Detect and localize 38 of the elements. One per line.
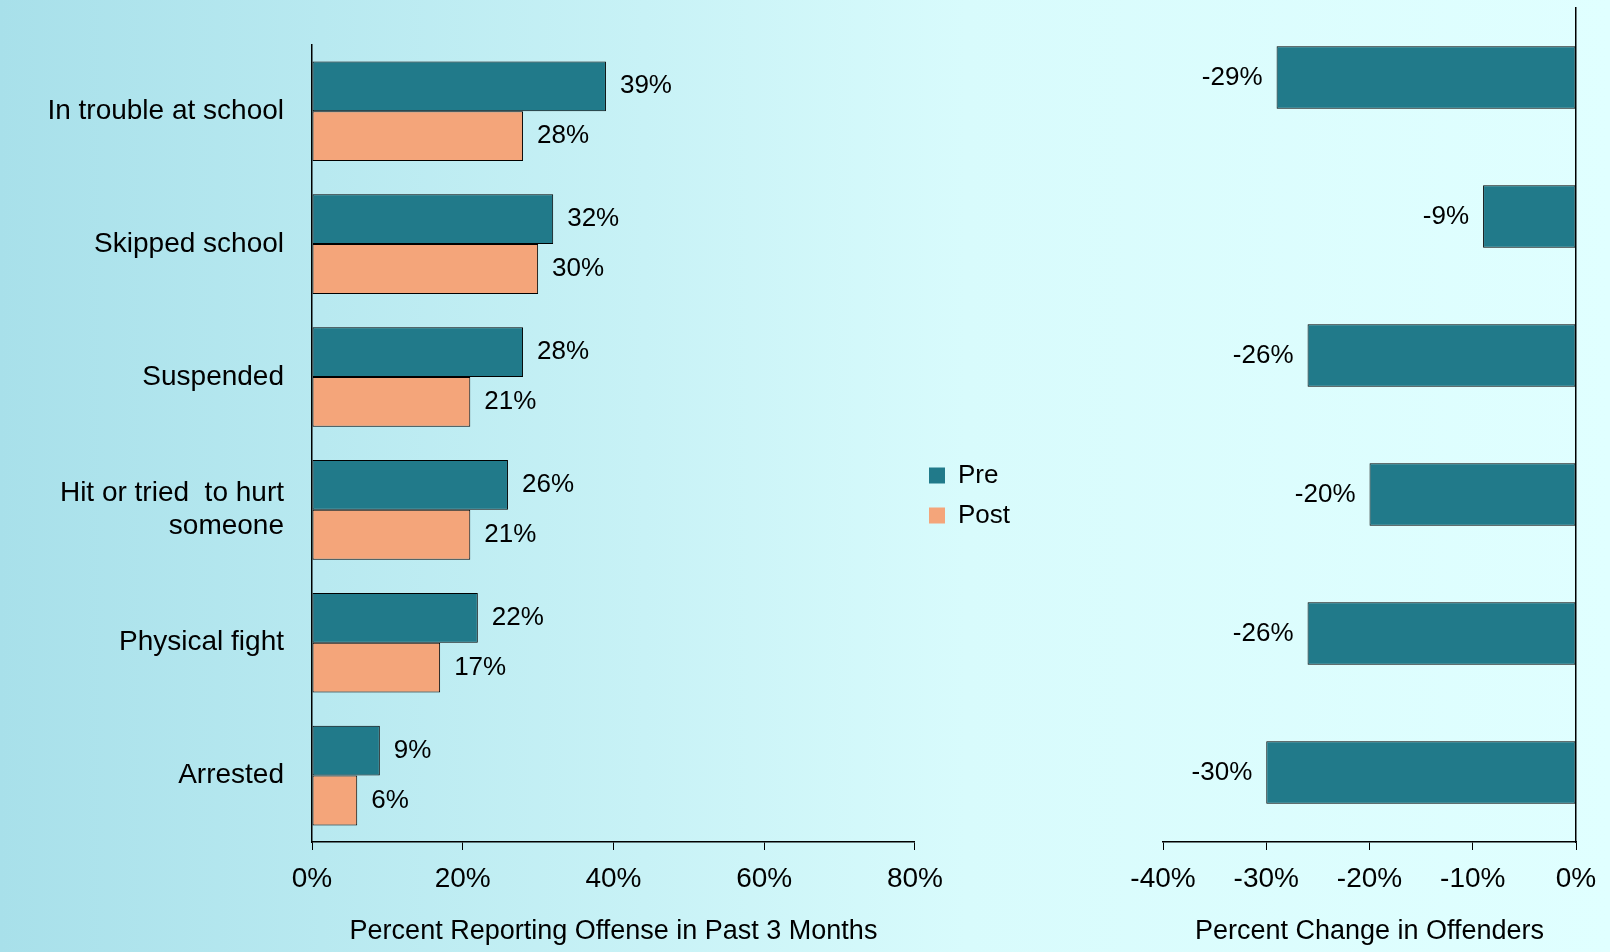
y-tick-label: Arrested [178, 758, 284, 790]
x-tick-label: 80% [886, 861, 943, 893]
y-tick-label: Hit or tried to hurt someone [59, 475, 285, 541]
data-label: -26% [1232, 338, 1294, 369]
y-tick-label: Physical fight [119, 625, 285, 657]
data-label: 30% [552, 252, 605, 283]
data-label: 9% [393, 733, 432, 764]
data-label: -20% [1294, 477, 1356, 508]
data-label: 6% [371, 783, 409, 814]
x-tick-label: 20% [434, 861, 491, 893]
data-label: 17% [454, 650, 507, 681]
data-label: 39% [619, 69, 672, 100]
data-label: -9% [1422, 199, 1470, 230]
y-tick-label: In trouble at school [47, 93, 284, 125]
x-tick-label: 0% [291, 861, 333, 893]
x-axis-title: Percent Change in Offenders [1194, 915, 1545, 946]
data-label: 28% [537, 335, 590, 366]
legend-label: Post [957, 498, 1011, 529]
data-label: 32% [567, 202, 620, 233]
x-tick-label: -20% [1336, 861, 1403, 893]
data-label: 28% [537, 119, 590, 150]
x-tick-label: 0% [1555, 861, 1597, 893]
data-label: 21% [484, 385, 537, 416]
data-label: 26% [521, 468, 575, 499]
data-label: 22% [491, 600, 544, 631]
x-tick-label: 40% [585, 861, 642, 893]
x-tick-label: -40% [1130, 861, 1196, 893]
x-tick-label: 60% [736, 861, 793, 893]
y-tick-label: Suspended [142, 359, 284, 391]
legend-label: Pre [957, 458, 999, 489]
x-axis-title: Percent Reporting Offense in Past 3 Months [349, 915, 878, 946]
data-label: 21% [484, 517, 537, 548]
data-label: -29% [1201, 60, 1263, 91]
x-tick-label: -10% [1440, 861, 1506, 893]
data-label: -26% [1232, 616, 1294, 647]
y-tick-label: Skipped school [94, 226, 284, 258]
data-label: -30% [1191, 755, 1253, 786]
x-tick-label: -30% [1233, 861, 1299, 893]
